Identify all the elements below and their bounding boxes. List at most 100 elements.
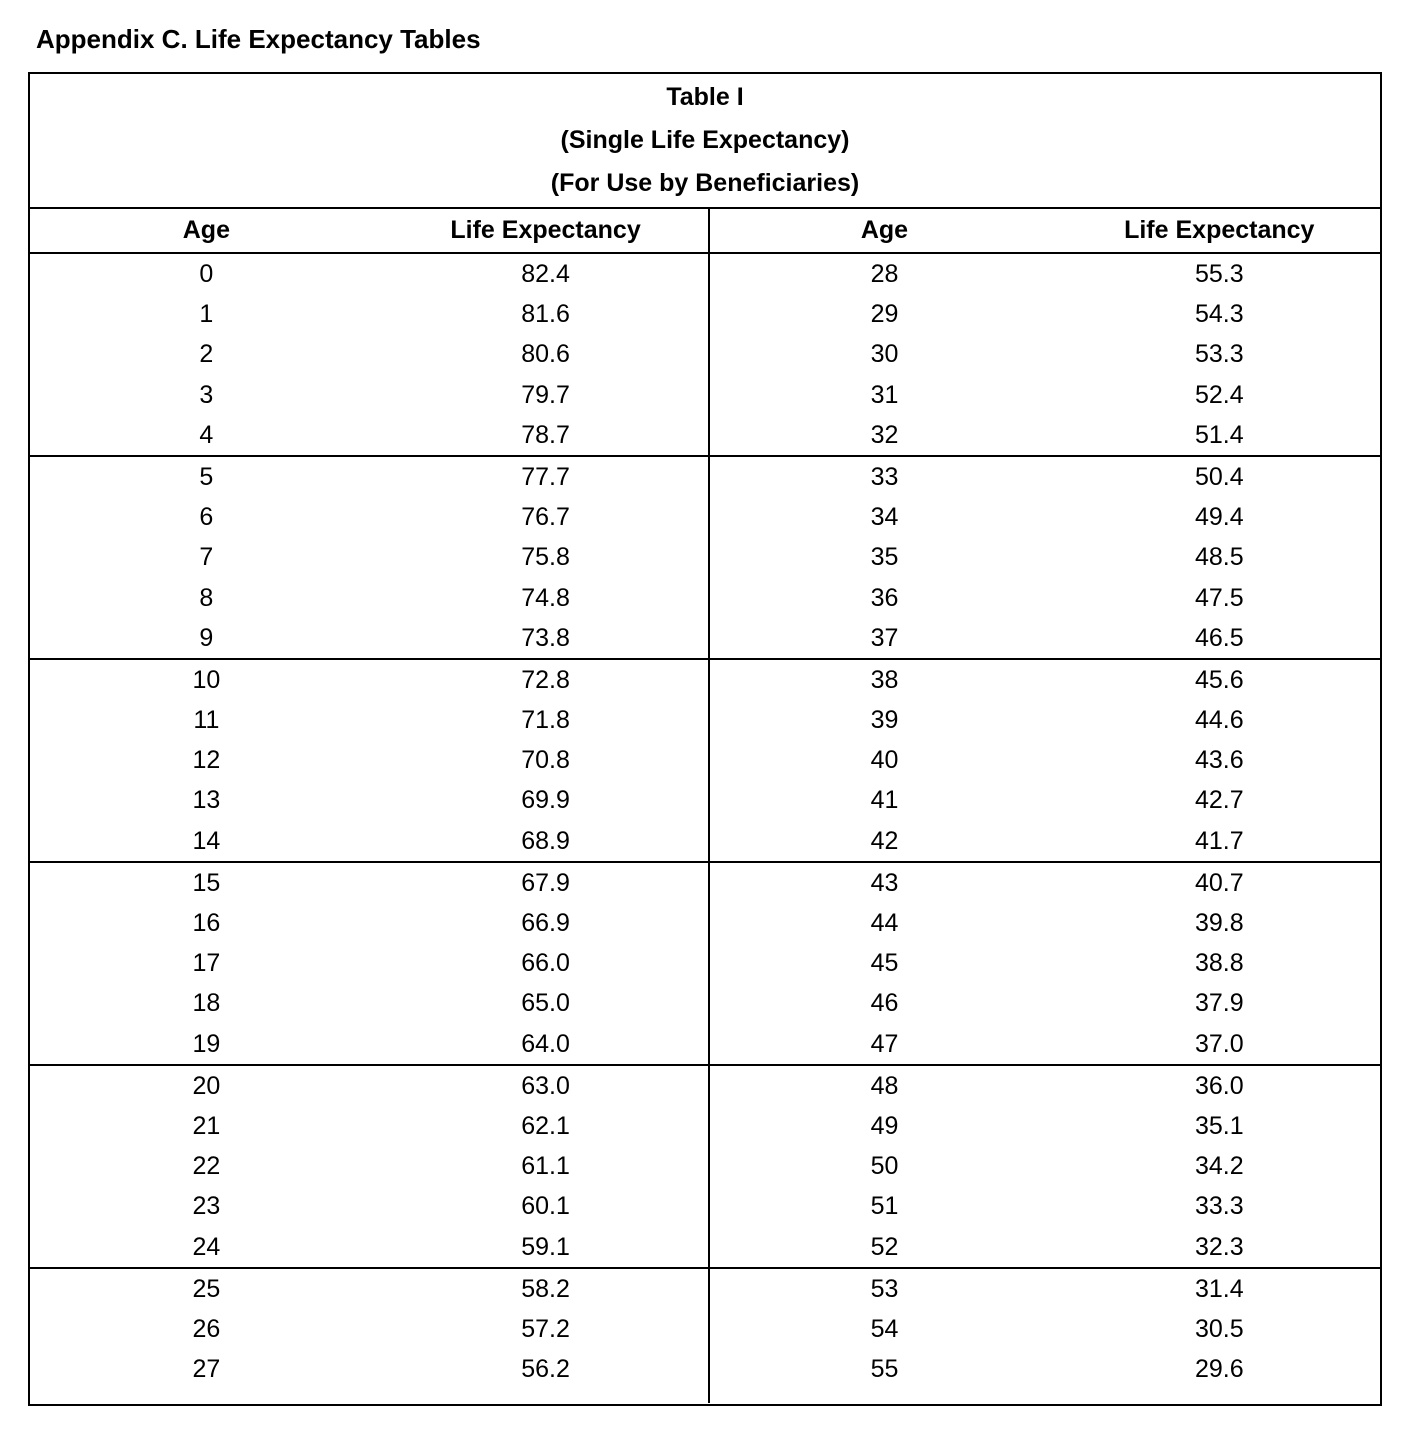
age-cell: 26 xyxy=(192,1314,221,1343)
life-expectancy-cell: 43.6 xyxy=(1194,746,1244,775)
age-cell: 21 xyxy=(192,1111,221,1140)
life-expectancy-cell: 70.8 xyxy=(521,746,570,775)
age-cell: 8 xyxy=(199,583,214,612)
life-expectancy-cell: 44.6 xyxy=(1194,706,1244,735)
table-row: 28 55.3 xyxy=(710,254,1380,294)
row-group-right-half: 48 36.0 49 35.1 50 34.2 51 33.3 52 32.3 xyxy=(710,1066,1380,1267)
row-group-left-half: 20 63.0 21 62.1 22 61.1 23 60.1 24 59.1 xyxy=(30,1065,711,1267)
life-expectancy-cell: 67.9 xyxy=(521,868,570,897)
table-row: 16 66.9 xyxy=(30,903,708,943)
life-expectancy-cell: 79.7 xyxy=(521,380,570,409)
life-expectancy-cell: 78.7 xyxy=(521,420,570,449)
life-expectancy-cell: 42.7 xyxy=(1194,786,1244,815)
page-title: Appendix C. Life Expectancy Tables xyxy=(36,24,481,54)
age-cell: 51 xyxy=(870,1192,899,1221)
life-expectancy-cell: 75.8 xyxy=(521,543,570,572)
row-group-right-half: 43 40.7 44 39.8 45 38.8 46 37.9 47 37.0 xyxy=(710,863,1380,1064)
column-header-life-expectancy: Life Expectancy xyxy=(450,216,641,244)
table-row: 7 75.8 xyxy=(30,537,708,577)
table-body: 0 82.4 1 81.6 2 80.6 3 79.7 4 78.7 28 55.3 29 54.3 30… xyxy=(30,252,1380,1404)
row-group-left-half: 5 77.7 6 76.7 7 75.8 8 74.8 9 73.8 xyxy=(30,456,711,658)
table-title-line: (For Use by Beneficiaries) xyxy=(550,169,860,197)
age-cell: 4 xyxy=(199,420,214,449)
life-expectancy-cell: 37.0 xyxy=(1194,1029,1244,1058)
age-cell: 37 xyxy=(870,623,899,652)
table-row: 29 54.3 xyxy=(710,294,1380,334)
age-cell: 29 xyxy=(870,300,899,329)
age-cell: 39 xyxy=(870,706,899,735)
age-cell: 32 xyxy=(870,420,899,449)
life-expectancy-cell: 35.1 xyxy=(1194,1111,1244,1140)
table-row: 12 70.8 xyxy=(30,740,708,780)
life-expectancy-cell: 74.8 xyxy=(521,583,570,612)
life-expectancy-cell: 41.7 xyxy=(1194,826,1244,855)
life-expectancy-cell: 64.0 xyxy=(521,1029,570,1058)
life-expectancy-cell: 73.8 xyxy=(521,623,570,652)
age-cell: 40 xyxy=(870,746,899,775)
age-cell: 27 xyxy=(192,1355,221,1384)
table-row: 51 33.3 xyxy=(710,1186,1380,1226)
table-row-group: 5 77.7 6 76.7 7 75.8 8 74.8 9 73.8 33 50.4 34 49.4 35… xyxy=(30,454,1380,658)
life-expectancy-cell: 45.6 xyxy=(1194,665,1244,694)
table-row: 36 47.5 xyxy=(710,578,1380,618)
life-expectancy-table: Table I (Single Life Expectancy) (For Us… xyxy=(28,72,1382,1406)
column-header-age: Age xyxy=(182,216,230,244)
age-cell: 50 xyxy=(870,1152,899,1181)
row-group-right-half: 33 50.4 34 49.4 35 48.5 36 47.5 37 46.5 xyxy=(710,457,1380,658)
table-row: 47 37.0 xyxy=(710,1024,1380,1064)
age-cell: 19 xyxy=(192,1029,221,1058)
table-row-group: 25 58.2 26 57.2 27 56.2 53 31.4 54 30.5 55 29.6 xyxy=(30,1266,1380,1404)
age-cell: 28 xyxy=(870,260,899,288)
column-header-right-half: Age Life Expectancy xyxy=(710,209,1380,252)
age-cell: 41 xyxy=(870,786,899,815)
table-row: 32 51.4 xyxy=(710,415,1380,455)
table-row: 23 60.1 xyxy=(30,1186,708,1226)
table-row: 34 49.4 xyxy=(710,497,1380,537)
life-expectancy-cell: 77.7 xyxy=(521,462,570,491)
life-expectancy-cell: 50.4 xyxy=(1194,462,1244,491)
table-row: 45 38.8 xyxy=(710,943,1380,983)
table-row: 53 31.4 xyxy=(710,1269,1380,1309)
age-cell: 3 xyxy=(199,380,214,409)
age-cell: 53 xyxy=(870,1274,899,1303)
table-row: 30 53.3 xyxy=(710,334,1380,374)
table-row: 18 65.0 xyxy=(30,983,708,1023)
age-cell: 43 xyxy=(870,868,899,897)
age-cell: 47 xyxy=(870,1029,899,1058)
age-cell: 42 xyxy=(870,826,899,855)
life-expectancy-cell: 34.2 xyxy=(1194,1152,1244,1181)
table-row: 55 29.6 xyxy=(710,1349,1380,1389)
life-expectancy-cell: 82.4 xyxy=(521,260,570,288)
life-expectancy-cell: 31.4 xyxy=(1194,1274,1244,1303)
table-row: 4 78.7 xyxy=(30,415,708,455)
life-expectancy-cell: 66.0 xyxy=(521,949,570,978)
table-row: 22 61.1 xyxy=(30,1146,708,1186)
age-cell: 7 xyxy=(199,543,214,572)
life-expectancy-cell: 52.4 xyxy=(1194,380,1244,409)
age-cell: 31 xyxy=(870,380,899,409)
life-expectancy-cell: 40.7 xyxy=(1194,868,1244,897)
life-expectancy-cell: 58.2 xyxy=(521,1274,570,1303)
life-expectancy-cell: 63.0 xyxy=(521,1071,570,1100)
life-expectancy-cell: 38.8 xyxy=(1194,949,1244,978)
life-expectancy-cell: 57.2 xyxy=(521,1314,570,1343)
table-row-group: 10 72.8 11 71.8 12 70.8 13 69.9 14 68.9 38 45.6 39 4… xyxy=(30,657,1380,861)
table-row: 54 30.5 xyxy=(710,1309,1380,1349)
table-row: 15 67.9 xyxy=(30,863,708,903)
life-expectancy-cell: 55.3 xyxy=(1194,260,1244,288)
table-row: 52 32.3 xyxy=(710,1227,1380,1267)
row-group-left-half: 10 72.8 11 71.8 12 70.8 13 69.9 14 68.9 xyxy=(30,659,711,861)
age-cell: 45 xyxy=(870,949,899,978)
life-expectancy-cell: 69.9 xyxy=(521,786,570,815)
table-title-line: (Single Life Expectancy) xyxy=(560,126,850,154)
table-row: 41 42.7 xyxy=(710,780,1380,820)
life-expectancy-cell: 49.4 xyxy=(1194,503,1244,532)
table-row: 1 81.6 xyxy=(30,294,708,334)
table-row: 21 62.1 xyxy=(30,1106,708,1146)
life-expectancy-cell: 54.3 xyxy=(1194,300,1244,329)
age-cell: 52 xyxy=(870,1232,899,1261)
table-row: 9 73.8 xyxy=(30,618,708,658)
table-row: 19 64.0 xyxy=(30,1024,708,1064)
table-row: 5 77.7 xyxy=(30,457,708,497)
life-expectancy-cell: 37.9 xyxy=(1194,989,1244,1018)
